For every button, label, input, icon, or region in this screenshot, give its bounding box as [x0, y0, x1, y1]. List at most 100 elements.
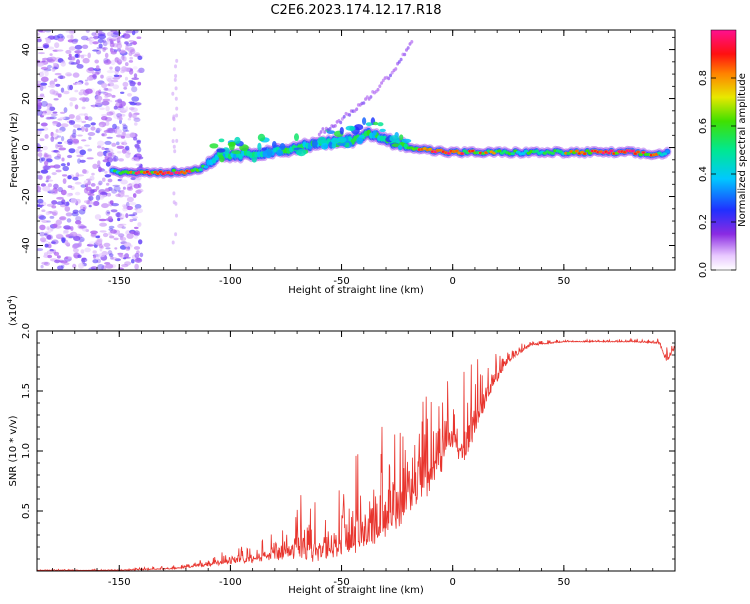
heatmap-noise-cell [123, 67, 131, 73]
heatmap-branch-cell [397, 60, 401, 64]
heatmap-cell [401, 138, 412, 143]
heatmap-noise-cell [115, 212, 122, 218]
heatmap-cell [311, 139, 318, 148]
heatmap-noise-cell [53, 62, 57, 66]
heatmap-noise-cell [37, 32, 40, 36]
heatmap-noise-cell [41, 60, 46, 63]
heatmap-noise-cell [52, 111, 58, 114]
heatmap-noise-cell [87, 200, 93, 205]
heatmap-cell [227, 141, 236, 147]
heatmap-noise-cell [106, 111, 114, 116]
heatmap-noise-cell [95, 100, 102, 106]
heatmap-noise-cell [87, 193, 95, 196]
heatmap-noise-cell [87, 52, 91, 59]
heatmap-noise-cell [125, 145, 130, 151]
heatmap-branch-cell [355, 107, 359, 111]
heatmap-cell [276, 149, 284, 157]
heatmap-cell [372, 130, 377, 136]
heatmap-noise-cell [92, 259, 99, 264]
heatmap-noise-cell [110, 51, 117, 55]
heatmap-noise-cell [79, 159, 86, 163]
heatmap-noise-cell [48, 106, 56, 112]
heatmap-noise-cell [51, 200, 58, 205]
heatmap-cell [336, 142, 347, 146]
heatmap-noise-cell [39, 231, 46, 237]
heatmap-noise-cell [130, 177, 136, 181]
heatmap-noise-cell [80, 35, 89, 41]
heatmap-noise-cell [173, 77, 177, 82]
heatmap-noise-cell [65, 49, 72, 54]
heatmap-cell [158, 170, 163, 174]
heatmap-noise-cell [171, 91, 175, 96]
heatmap-noise-cell [108, 216, 113, 220]
heatmap-branch-cell [369, 95, 373, 99]
heatmap-noise-cell [46, 250, 54, 255]
heatmap-noise-cell [91, 32, 97, 36]
heatmap-noise-cell [105, 210, 111, 216]
heatmap-noise-cell [65, 72, 72, 77]
heatmap-noise-cell [79, 149, 86, 156]
x-tick-label: -100 [219, 577, 242, 588]
heatmap-noise-cell [61, 264, 65, 268]
heatmap-noise-cell [117, 48, 121, 52]
heatmap-noise-cell [175, 213, 178, 218]
heatmap-branch-cell [376, 87, 380, 92]
heatmap-noise-cell [37, 152, 43, 158]
heatmap-noise-cell [87, 38, 95, 42]
heatmap-noise-cell [102, 47, 108, 50]
heatmap-noise-cell [101, 203, 109, 209]
heatmap-noise-cell [133, 234, 138, 240]
heatmap-noise-cell [126, 205, 133, 211]
heatmap-noise-cell [137, 81, 142, 86]
heatmap-noise-cell [101, 114, 109, 117]
heatmap-noise-cell [47, 244, 52, 249]
heatmap-noise-cell [122, 126, 128, 132]
heatmap-noise-cell [66, 34, 74, 39]
heatmap-noise-cell [67, 175, 72, 180]
heatmap-noise-cell [53, 149, 59, 153]
heatmap-noise-cell [98, 218, 107, 222]
heatmap-noise-cell [47, 64, 52, 69]
heatmap-cell [662, 152, 667, 156]
heatmap-noise-cell [67, 154, 73, 159]
heatmap-noise-cell [46, 220, 51, 223]
heatmap-noise-cell [40, 100, 48, 107]
heatmap-noise-cell [54, 42, 60, 49]
heatmap-noise-cell [110, 229, 117, 234]
heatmap-noise-cell [173, 149, 177, 154]
heatmap-noise-cell [43, 68, 52, 72]
heatmap-noise-cell [94, 214, 102, 220]
heatmap-noise-cell [110, 209, 118, 213]
heatmap-branch-cell [317, 132, 321, 137]
heatmap-noise-cell [84, 247, 91, 253]
heatmap-noise-cell [73, 124, 81, 128]
heatmap-cell [351, 137, 358, 142]
heatmap-noise-cell [111, 203, 119, 207]
heatmap-noise-cell [101, 100, 110, 106]
heatmap-noise-cell [45, 211, 50, 216]
heatmap-noise-cell [101, 133, 105, 137]
heatmap-branch-cell [406, 46, 410, 50]
heatmap-noise-cell [72, 176, 79, 181]
heatmap-noise-cell [117, 217, 121, 222]
heatmap-noise-cell [90, 183, 96, 187]
heatmap-noise-cell [120, 108, 128, 112]
heatmap-noise-cell [81, 120, 87, 124]
heatmap-noise-cell [44, 153, 49, 158]
heatmap-noise-cell [55, 143, 59, 149]
heatmap-branch-cell [319, 130, 323, 134]
heatmap-branch-cell [389, 73, 392, 78]
heatmap-noise-cell [132, 40, 137, 46]
heatmap-noise-cell [127, 118, 132, 121]
heatmap-noise-cell [95, 127, 102, 132]
heatmap-noise-cell [99, 191, 108, 196]
heatmap-noise-cell [137, 222, 142, 227]
heatmap-noise-cell [64, 201, 70, 207]
heatmap-noise-cell [87, 67, 94, 71]
heatmap-noise-cell [138, 239, 143, 245]
heatmap-noise-cell [124, 41, 129, 45]
heatmap-noise-cell [128, 51, 133, 56]
heatmap-noise-cell [81, 106, 86, 110]
heatmap-noise-cell [95, 65, 100, 70]
heatmap-noise-cell [135, 189, 142, 194]
